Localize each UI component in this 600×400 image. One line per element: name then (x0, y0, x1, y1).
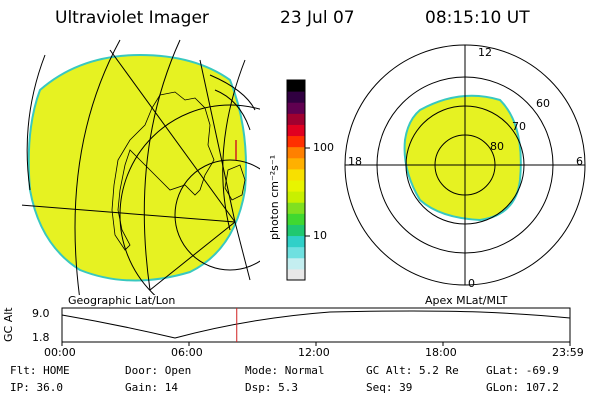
time-label: 08:15:10 UT (425, 8, 530, 28)
altitude-ytick-1-8: 1.8 (32, 331, 50, 344)
altitude-xtick-0000: 00:00 (44, 346, 76, 359)
colorbar-swatch (287, 124, 305, 137)
status-flt: Flt: HOME (10, 364, 70, 377)
mlt-label-6: 6 (576, 155, 583, 168)
status-mode: Mode: Normal (245, 364, 325, 377)
status-gain: Gain: 14 (125, 381, 178, 394)
altitude-ylabel: GC Alt (2, 307, 15, 342)
colorbar-swatch (287, 268, 305, 281)
altitude-ytick-9: 9.0 (32, 307, 50, 320)
status-dsp: Dsp: 5.3 (245, 381, 298, 394)
mlt-label-18: 18 (348, 155, 362, 168)
colorbar-swatch (287, 80, 305, 92)
altitude-xtick-1800: 18:00 (425, 346, 457, 359)
colorbar-tick-label-100: 100 (313, 141, 334, 154)
colorbar-swatch (287, 113, 305, 125)
colorbar-swatch (287, 235, 305, 248)
status-ip: IP: 36.0 (10, 381, 63, 394)
geo-map-label: Geographic Lat/Lon (68, 294, 176, 307)
colorbar-swatch (287, 135, 305, 148)
status-glat: GLat: -69.9 (486, 364, 559, 377)
status-glon: GLon: 107.2 (486, 381, 559, 394)
colorbar-swatch (287, 102, 305, 114)
colorbar-swatch (287, 257, 305, 270)
polar-grid (344, 44, 586, 286)
app-title: Ultraviolet Imager (55, 8, 209, 28)
colorbar-swatch (287, 180, 305, 192)
colorbar-swatch (287, 168, 305, 181)
polar-map-label: Apex MLat/MLT (425, 294, 508, 307)
altitude-xtick-2359: 23:59 (552, 346, 584, 359)
colorbar-swatch (287, 146, 305, 159)
colorbar-swatch (287, 91, 305, 103)
altitude-x-ticks (61, 342, 571, 346)
altitude-curve (61, 310, 571, 339)
colorbar-swatch (287, 246, 305, 259)
altitude-plot-frame (61, 307, 571, 343)
colorbar-swatch (287, 191, 305, 203)
mlat-label-80: 80 (490, 140, 504, 153)
colorbar-swatch (287, 157, 305, 170)
colorbar-frame (286, 79, 306, 281)
altitude-xtick-1200: 12:00 (298, 346, 330, 359)
colorbar-swatch (287, 202, 305, 214)
colorbar-swatch (287, 224, 305, 237)
colorbar-tick-label-10: 10 (313, 229, 327, 242)
coastline (111, 91, 215, 251)
colorbar-swatch (287, 213, 305, 225)
mlat-label-60: 60 (536, 97, 550, 110)
altitude-xtick-0600: 06:00 (171, 346, 203, 359)
mlt-label-0: 0 (468, 277, 475, 290)
status-door: Door: Open (125, 364, 192, 377)
status-seq: Seq: 39 (366, 381, 413, 394)
polar-aurora-fill (403, 94, 522, 222)
colorbar-swatches (287, 80, 305, 281)
status-gc-alt: GC Alt: 5.2 Re (366, 364, 459, 377)
mlat-label-70: 70 (512, 120, 526, 133)
coastline-island (224, 164, 246, 201)
date-label: 23 Jul 07 (280, 8, 355, 28)
mlt-label-12: 12 (478, 46, 492, 59)
